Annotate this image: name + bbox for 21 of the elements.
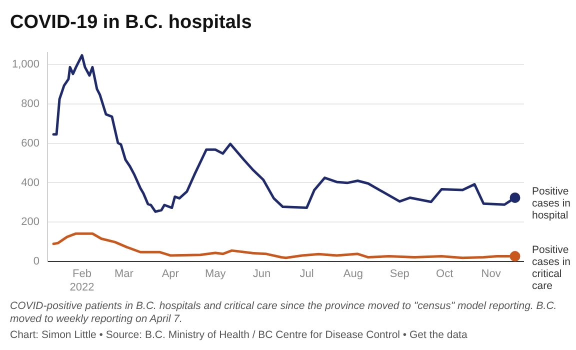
x-tick-label: Jun xyxy=(252,268,271,280)
x-tick-label: Apr xyxy=(162,268,180,280)
text: Chart: Simon Little • Source: B.C. Ministry of Health / BC Centre for Disease Control • Get the data xyxy=(10,329,468,342)
y-tick-label: 1,000 xyxy=(12,58,40,70)
x-tick-label: Aug xyxy=(343,268,363,280)
y-tick-label: 600 xyxy=(21,137,40,150)
text: COVID-positive patients in B.C. hospitals and critical care since the province moved to "census" model reporting. B.C. moved to weekly reporting on April 7. xyxy=(10,300,558,326)
x-tick-label: May xyxy=(204,268,226,280)
series-label: Positive cases in hospital xyxy=(532,186,571,222)
y-tick-label: 200 xyxy=(21,216,40,228)
x-tick-label: Oct xyxy=(436,268,454,280)
x-tick-label: Nov xyxy=(481,268,502,280)
chart-title: COVID-19 in B.C. hospitals xyxy=(10,12,253,35)
series-label: Positive cases in critical care xyxy=(532,244,571,292)
y-tick-label: 800 xyxy=(21,98,40,110)
y-tick-label: 0 xyxy=(33,256,40,268)
x-tick-label: Jul xyxy=(300,268,314,280)
x-tick-label: Sep xyxy=(390,268,410,280)
x-tick-label: Feb 2022 xyxy=(70,268,94,294)
y-tick-label: 400 xyxy=(21,176,40,189)
x-tick-label: Mar xyxy=(114,268,134,280)
